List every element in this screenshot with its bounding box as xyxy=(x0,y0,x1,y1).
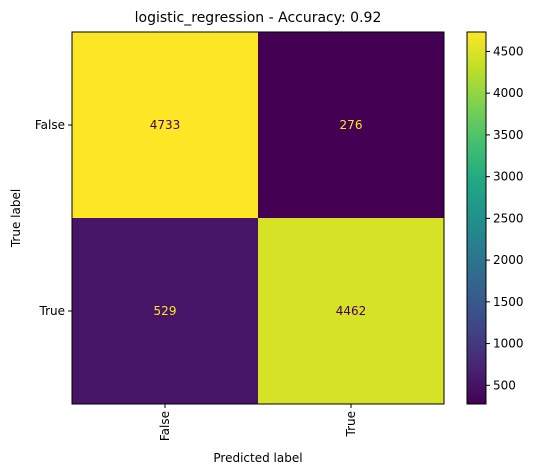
x-tick-label: True xyxy=(344,411,358,438)
matrix-cells xyxy=(72,32,444,404)
cell-value-label: 529 xyxy=(154,304,177,318)
x-axis-label: Predicted label xyxy=(213,451,302,465)
colorbar-tick-label: 1500 xyxy=(493,295,524,309)
plot-frame xyxy=(71,31,445,405)
colorbar-tick-label: 3000 xyxy=(493,170,524,184)
cell-value-label: 4462 xyxy=(336,304,367,318)
cell-value-label: 276 xyxy=(340,118,363,132)
y-axis-ticks: False True xyxy=(35,118,72,318)
y-tick-label: False xyxy=(35,118,65,132)
colorbar-gradient xyxy=(467,32,486,404)
y-tick-label: True xyxy=(39,304,66,318)
colorbar-tick-label: 3500 xyxy=(493,128,524,142)
x-tick-label: False xyxy=(158,411,172,441)
matrix-cell xyxy=(258,32,444,218)
matrix-cell xyxy=(72,218,258,404)
colorbar-tick-label: 500 xyxy=(493,378,516,392)
colorbar-tick-label: 2500 xyxy=(493,211,524,225)
x-axis-ticks: False True xyxy=(158,404,358,441)
chart-title: logistic_regression - Accuracy: 0.92 xyxy=(135,10,382,26)
matrix-cell-labels: 4733 276 529 4462 xyxy=(150,118,367,318)
colorbar-tick-label: 1000 xyxy=(493,337,524,351)
matrix-cell xyxy=(72,32,258,218)
cell-value-label: 4733 xyxy=(150,118,181,132)
colorbar-tick-label: 2000 xyxy=(493,253,524,267)
y-axis-label: True label xyxy=(9,189,23,248)
matrix-cell xyxy=(258,218,444,404)
colorbar-tick-label: 4500 xyxy=(493,44,524,58)
colorbar-tick-label: 4000 xyxy=(493,86,524,100)
colorbar-ticks: 500 1000 1500 2000 2500 3000 3500 4000 4500 xyxy=(486,44,524,392)
